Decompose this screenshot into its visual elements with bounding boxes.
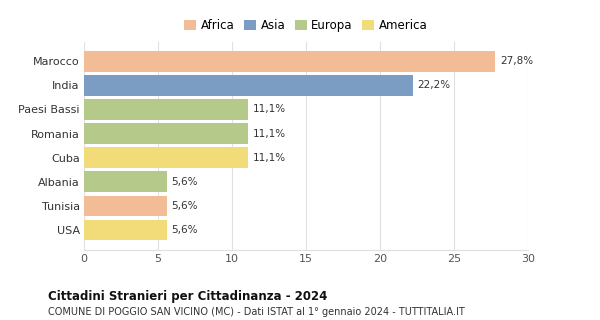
Text: 11,1%: 11,1%	[253, 104, 286, 115]
Text: COMUNE DI POGGIO SAN VICINO (MC) - Dati ISTAT al 1° gennaio 2024 - TUTTITALIA.IT: COMUNE DI POGGIO SAN VICINO (MC) - Dati …	[48, 307, 465, 317]
Bar	[84, 75, 413, 96]
Text: 5,6%: 5,6%	[172, 201, 198, 211]
Text: Cittadini Stranieri per Cittadinanza - 2024: Cittadini Stranieri per Cittadinanza - 2…	[48, 290, 328, 303]
Bar	[84, 220, 167, 240]
Text: 5,6%: 5,6%	[172, 177, 198, 187]
Text: 5,6%: 5,6%	[172, 225, 198, 235]
Legend: Africa, Asia, Europa, America: Africa, Asia, Europa, America	[179, 14, 433, 37]
Bar	[84, 123, 248, 144]
Bar	[84, 99, 248, 120]
Text: 27,8%: 27,8%	[500, 56, 533, 66]
Text: 11,1%: 11,1%	[253, 129, 286, 139]
Bar	[84, 172, 167, 192]
Bar	[84, 51, 496, 72]
Bar	[84, 148, 248, 168]
Bar	[84, 196, 167, 216]
Text: 11,1%: 11,1%	[253, 153, 286, 163]
Text: 22,2%: 22,2%	[417, 80, 450, 90]
